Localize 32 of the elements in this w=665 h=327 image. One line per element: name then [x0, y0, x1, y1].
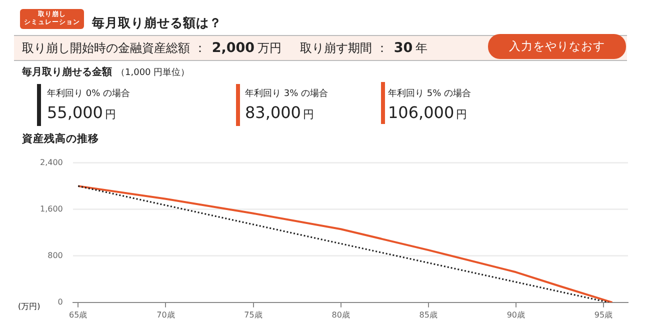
- x-tick-label: 65歳: [69, 310, 88, 320]
- x-tick-label: 95歳: [594, 310, 613, 320]
- x-tick-label: 75歳: [244, 310, 262, 320]
- text: 円: [104, 107, 116, 122]
- x-tick-label: 70歳: [156, 310, 175, 320]
- y-tick-label: 800: [48, 250, 63, 260]
- x-tick-label: 85歳: [419, 310, 438, 320]
- text: 83,000: [245, 103, 301, 122]
- y-tick-label: 1,600: [40, 204, 63, 214]
- text: 106,000: [388, 103, 454, 122]
- text: 円: [456, 107, 468, 122]
- text: 55,000: [47, 103, 103, 122]
- text: 2,000: [212, 40, 255, 56]
- text: 取り崩し開始時の金融資産総額 ：: [22, 40, 206, 57]
- chart-title: 毎月取り崩せる額は？: [92, 15, 222, 30]
- x-tick-label: 90歳: [506, 310, 526, 320]
- text: 取り崩す期間 ：: [300, 40, 388, 57]
- text: 入力をやりなおす: [488, 34, 626, 59]
- y-axis-title: (万円): [18, 302, 40, 312]
- y-tick-label: 2,400: [40, 158, 63, 167]
- text: 年利回り 0% の場合: [47, 88, 130, 100]
- text: 毎月取り崩せる金額: [22, 66, 112, 79]
- text: 年利回り 3% の場合: [245, 88, 328, 100]
- x-tick-label: 80歳: [332, 310, 350, 320]
- text: 年: [416, 40, 428, 57]
- text: 万円: [258, 40, 282, 57]
- chart-subtitle: 資産残高の推移: [22, 133, 99, 146]
- text: 30: [394, 40, 413, 56]
- y-tick-label: 0: [58, 297, 63, 306]
- text: 年利回り 5% の場合: [388, 88, 471, 100]
- text: （1,000 円単位）: [116, 66, 190, 79]
- text: 円: [302, 107, 314, 122]
